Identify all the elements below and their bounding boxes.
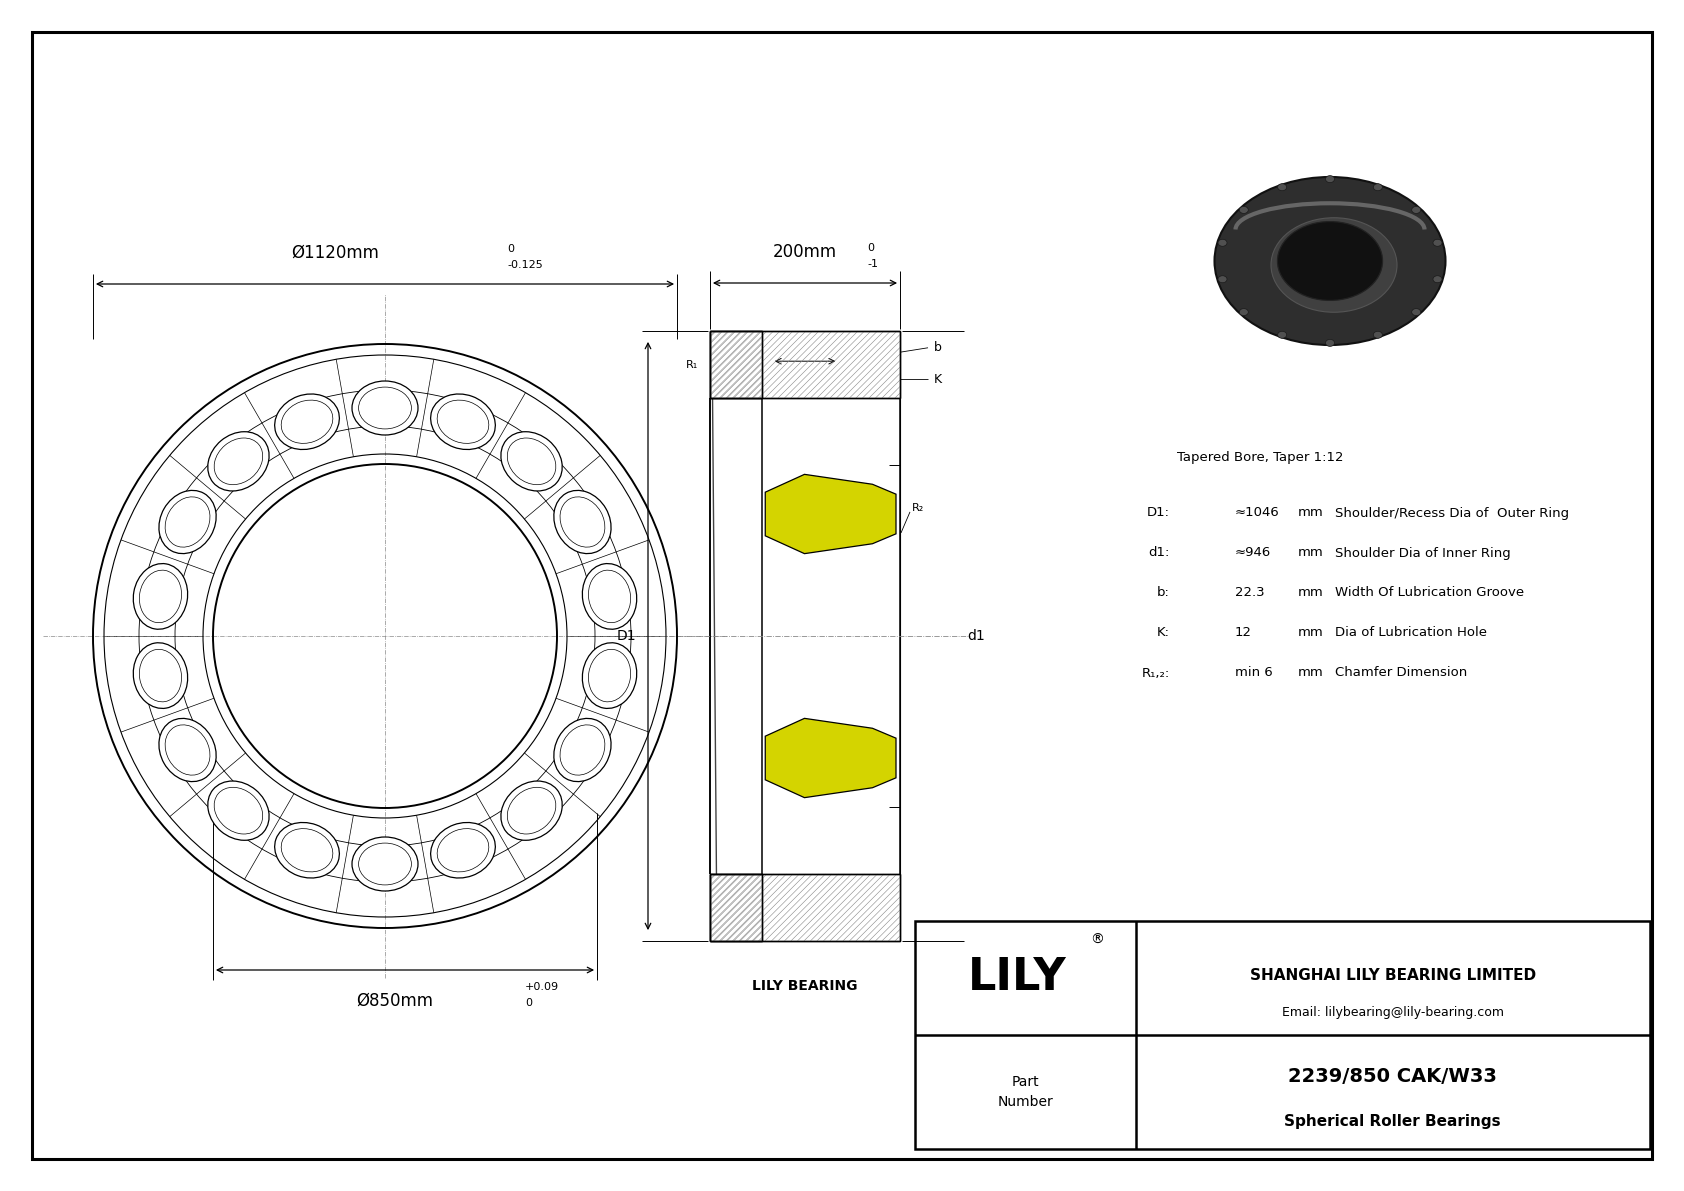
Ellipse shape — [583, 563, 637, 629]
Text: R₂: R₂ — [913, 503, 925, 513]
Text: b:: b: — [1157, 586, 1170, 599]
Text: ≈1046: ≈1046 — [1234, 506, 1280, 519]
Text: 0: 0 — [867, 243, 874, 252]
Ellipse shape — [500, 431, 562, 491]
Bar — [711, 331, 899, 398]
Ellipse shape — [352, 837, 418, 891]
Text: d1:: d1: — [1148, 547, 1170, 560]
Text: Tapered Bore, Taper 1:12: Tapered Bore, Taper 1:12 — [1177, 451, 1344, 464]
Text: mm: mm — [1298, 547, 1324, 560]
Text: d1: d1 — [967, 629, 985, 643]
Text: 22.3: 22.3 — [1234, 586, 1265, 599]
Text: Dia of Lubrication Hole: Dia of Lubrication Hole — [1335, 626, 1487, 640]
Text: -1: -1 — [867, 258, 877, 269]
Ellipse shape — [133, 563, 187, 629]
Ellipse shape — [1271, 218, 1398, 312]
Ellipse shape — [1433, 239, 1442, 247]
Ellipse shape — [207, 431, 269, 491]
Ellipse shape — [431, 394, 495, 449]
Ellipse shape — [1239, 206, 1248, 213]
Text: Width Of Lubrication Groove: Width Of Lubrication Groove — [1335, 586, 1524, 599]
Bar — [711, 874, 899, 941]
Ellipse shape — [352, 381, 418, 435]
Text: +0.09: +0.09 — [525, 983, 559, 992]
Text: ≈946: ≈946 — [1234, 547, 1271, 560]
Ellipse shape — [1278, 331, 1287, 338]
Polygon shape — [765, 474, 896, 554]
Ellipse shape — [1433, 276, 1442, 282]
Ellipse shape — [1374, 183, 1383, 191]
Text: ®: ® — [1090, 933, 1105, 947]
Text: LILY BEARING: LILY BEARING — [753, 979, 857, 993]
Text: mm: mm — [1298, 506, 1324, 519]
Text: min 6: min 6 — [1234, 667, 1273, 680]
Text: 12: 12 — [1234, 626, 1251, 640]
Polygon shape — [765, 718, 896, 798]
Text: -0.125: -0.125 — [507, 260, 542, 270]
Ellipse shape — [133, 643, 187, 709]
Text: K: K — [935, 373, 941, 386]
Ellipse shape — [554, 491, 611, 554]
Ellipse shape — [1218, 276, 1228, 282]
Bar — [711, 874, 763, 941]
Text: LILY: LILY — [968, 956, 1066, 999]
Bar — [711, 874, 899, 941]
Text: Ø850mm: Ø850mm — [357, 992, 433, 1010]
Ellipse shape — [274, 394, 340, 449]
Ellipse shape — [1411, 206, 1421, 213]
Text: Chamfer Dimension: Chamfer Dimension — [1335, 667, 1467, 680]
Text: mm: mm — [1298, 586, 1324, 599]
Text: Ø1120mm: Ø1120mm — [291, 244, 379, 262]
Ellipse shape — [583, 643, 637, 709]
Text: Shoulder/Recess Dia of  Outer Ring: Shoulder/Recess Dia of Outer Ring — [1335, 506, 1569, 519]
Ellipse shape — [1278, 183, 1287, 191]
Ellipse shape — [158, 491, 216, 554]
Text: R₁,₂:: R₁,₂: — [1142, 667, 1170, 680]
Bar — [711, 331, 899, 398]
Text: Spherical Roller Bearings: Spherical Roller Bearings — [1285, 1114, 1500, 1129]
Ellipse shape — [207, 781, 269, 841]
Text: b: b — [935, 342, 941, 354]
Text: D1: D1 — [616, 629, 637, 643]
Bar — [914, 921, 1650, 1149]
Text: D1:: D1: — [1147, 506, 1170, 519]
Ellipse shape — [500, 781, 562, 841]
Bar — [711, 874, 763, 941]
Bar — [711, 331, 763, 398]
Ellipse shape — [1325, 175, 1334, 182]
Ellipse shape — [274, 823, 340, 878]
Ellipse shape — [431, 823, 495, 878]
Ellipse shape — [1214, 177, 1445, 345]
Ellipse shape — [158, 718, 216, 781]
Text: 200mm: 200mm — [773, 243, 837, 261]
Ellipse shape — [1325, 339, 1334, 347]
Text: SHANGHAI LILY BEARING LIMITED: SHANGHAI LILY BEARING LIMITED — [1250, 968, 1536, 984]
Ellipse shape — [554, 718, 611, 781]
Text: Shoulder Dia of Inner Ring: Shoulder Dia of Inner Ring — [1335, 547, 1511, 560]
Text: Email: lilybearing@lily-bearing.com: Email: lilybearing@lily-bearing.com — [1282, 1005, 1504, 1018]
Text: mm: mm — [1298, 667, 1324, 680]
Ellipse shape — [1278, 222, 1383, 300]
Ellipse shape — [1218, 239, 1228, 247]
Text: 0: 0 — [507, 244, 514, 254]
Ellipse shape — [1239, 308, 1248, 316]
Bar — [711, 331, 763, 398]
Text: 0: 0 — [525, 998, 532, 1008]
Ellipse shape — [1374, 331, 1383, 338]
Text: R₁: R₁ — [685, 360, 697, 369]
Text: K:: K: — [1157, 626, 1170, 640]
Text: 2239/850 CAK/W33: 2239/850 CAK/W33 — [1288, 1066, 1497, 1085]
Ellipse shape — [1278, 222, 1383, 300]
Text: mm: mm — [1298, 626, 1324, 640]
Ellipse shape — [1411, 308, 1421, 316]
Text: Part
Number: Part Number — [997, 1075, 1052, 1109]
